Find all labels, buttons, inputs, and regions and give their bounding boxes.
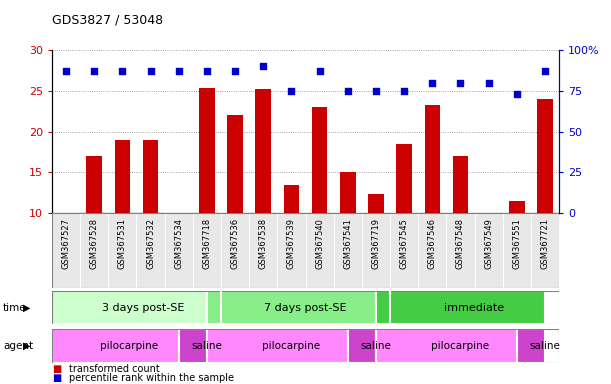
Bar	[425, 106, 440, 213]
Text: ■: ■	[52, 373, 61, 383]
Bar	[277, 213, 306, 288]
Text: ▶: ▶	[23, 303, 31, 313]
Text: 3 days post-SE: 3 days post-SE	[102, 303, 185, 313]
Bar	[115, 140, 130, 213]
Text: GSM367545: GSM367545	[400, 218, 409, 269]
Point	[428, 79, 437, 86]
Text: GSM367551: GSM367551	[512, 218, 521, 269]
Text: GSM367532: GSM367532	[146, 218, 155, 269]
Point	[117, 68, 127, 74]
Point	[399, 88, 409, 94]
Bar	[362, 213, 390, 288]
Point	[287, 88, 296, 94]
Text: GDS3827 / 53048: GDS3827 / 53048	[52, 14, 163, 27]
Text: GSM367541: GSM367541	[343, 218, 353, 269]
Point	[258, 63, 268, 70]
Text: GSM367527: GSM367527	[62, 218, 70, 269]
Bar	[249, 213, 277, 288]
Bar	[503, 213, 531, 288]
Bar	[376, 291, 545, 324]
Point	[456, 79, 466, 86]
Text: GSM367538: GSM367538	[258, 218, 268, 270]
Text: GSM367721: GSM367721	[541, 218, 549, 269]
Bar	[143, 140, 158, 213]
Text: pilocarpine: pilocarpine	[262, 341, 321, 351]
Text: GSM367548: GSM367548	[456, 218, 465, 269]
Point	[230, 68, 240, 74]
Bar	[284, 185, 299, 213]
Text: GSM367718: GSM367718	[202, 218, 211, 270]
Bar	[108, 213, 136, 288]
Text: transformed count: transformed count	[69, 364, 160, 374]
Bar	[80, 213, 108, 288]
Bar	[306, 213, 334, 288]
Text: agent: agent	[3, 341, 33, 351]
Text: pilocarpine: pilocarpine	[431, 341, 489, 351]
Text: GSM367536: GSM367536	[230, 218, 240, 270]
Bar	[207, 329, 348, 363]
Bar	[334, 213, 362, 288]
Text: 7 days post-SE: 7 days post-SE	[264, 303, 347, 313]
Bar	[397, 144, 412, 213]
Bar	[207, 291, 376, 324]
Point	[202, 68, 212, 74]
Text: immediate: immediate	[444, 303, 505, 313]
Bar	[348, 329, 376, 363]
Bar	[453, 156, 468, 213]
Text: GSM367549: GSM367549	[484, 218, 493, 269]
Text: GSM367534: GSM367534	[174, 218, 183, 269]
Point	[61, 68, 71, 74]
Text: GSM367539: GSM367539	[287, 218, 296, 269]
Text: pilocarpine: pilocarpine	[100, 341, 158, 351]
Bar	[390, 213, 418, 288]
Bar	[418, 213, 447, 288]
Text: time: time	[3, 303, 27, 313]
Bar	[193, 213, 221, 288]
Point	[89, 68, 99, 74]
Bar	[221, 213, 249, 288]
Bar	[509, 201, 525, 213]
Bar	[136, 213, 164, 288]
Bar	[537, 99, 553, 213]
Bar	[475, 213, 503, 288]
Bar	[340, 172, 356, 213]
Point	[174, 68, 184, 74]
Bar	[52, 213, 80, 288]
Bar	[368, 194, 384, 213]
Bar	[255, 89, 271, 213]
Point	[315, 68, 324, 74]
Bar	[164, 213, 193, 288]
Bar	[517, 329, 545, 363]
Bar	[179, 329, 207, 363]
Point	[371, 88, 381, 94]
Bar	[312, 107, 327, 213]
Bar	[531, 213, 559, 288]
Bar	[227, 115, 243, 213]
Text: GSM367540: GSM367540	[315, 218, 324, 269]
Point	[343, 88, 353, 94]
Bar	[86, 156, 102, 213]
Text: percentile rank within the sample: percentile rank within the sample	[69, 373, 234, 383]
Point	[145, 68, 155, 74]
Point	[484, 79, 494, 86]
Bar	[447, 213, 475, 288]
Text: GSM367546: GSM367546	[428, 218, 437, 269]
Point	[512, 91, 522, 97]
Bar	[376, 329, 517, 363]
Text: ■: ■	[52, 364, 61, 374]
Bar	[52, 291, 207, 324]
Text: GSM367528: GSM367528	[90, 218, 99, 269]
Text: saline: saline	[191, 341, 222, 351]
Bar	[52, 329, 179, 363]
Text: GSM367719: GSM367719	[371, 218, 381, 269]
Point	[540, 68, 550, 74]
Text: saline: saline	[360, 341, 392, 351]
Text: GSM367531: GSM367531	[118, 218, 127, 269]
Text: ▶: ▶	[23, 341, 31, 351]
Text: saline: saline	[530, 341, 560, 351]
Bar	[199, 88, 214, 213]
